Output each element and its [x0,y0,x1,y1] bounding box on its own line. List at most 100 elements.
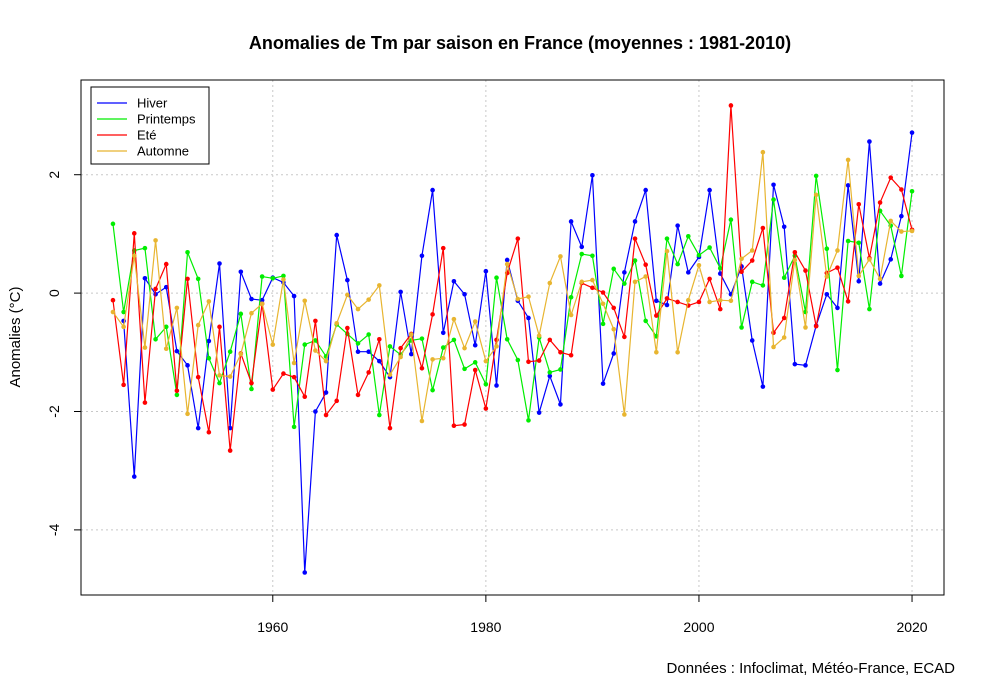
y-tick-label: -2 [46,405,62,418]
data-point [217,261,222,266]
data-point [760,225,766,231]
data-point [345,292,350,298]
data-point [472,342,478,348]
data-point [685,233,691,239]
data-point [803,325,808,330]
data-point [611,266,617,272]
data-point [771,182,776,188]
data-point [249,296,254,302]
data-point [600,290,606,295]
data-point [728,298,734,304]
data-point [387,425,393,431]
data-point [345,277,350,283]
data-point [291,424,297,430]
data-point [504,261,510,267]
data-point [227,349,233,355]
data-point [664,248,670,254]
data-point [451,337,457,343]
data-point [654,313,659,318]
data-point [206,299,212,304]
data-point [771,330,776,336]
data-point [611,305,617,311]
data-point [632,219,638,224]
data-point [835,248,840,253]
data-point [526,418,531,423]
data-point [302,570,308,575]
data-point [824,246,830,252]
data-point [856,278,862,284]
data-point [163,346,169,352]
data-point [440,355,446,361]
data-point [419,336,425,341]
data-point [877,200,883,205]
source-caption: Données : Infoclimat, Météo-France, ECAD [667,660,956,677]
data-point [739,269,744,275]
data-point [707,299,712,305]
data-point [685,297,691,303]
data-point [643,318,648,324]
data-point [430,187,435,193]
data-point [888,175,894,180]
data-point [813,323,819,329]
data-point [600,321,606,327]
data-point [142,245,148,251]
data-point [749,258,755,263]
data-point [472,360,478,365]
data-point [430,357,435,362]
data-point [430,387,435,393]
data-point [462,291,467,297]
data-point [334,398,340,404]
data-point [781,224,787,230]
data-point [206,338,212,344]
data-point [877,276,883,282]
data-point [227,374,233,379]
data-point [377,283,382,288]
data-point [377,358,382,364]
data-point [803,363,808,368]
data-point [206,429,212,435]
data-point [430,312,435,317]
data-point [163,284,169,290]
data-point [387,372,393,378]
data-point [110,221,116,227]
data-point [270,276,276,281]
data-point [185,363,190,368]
data-point [142,400,148,405]
data-point [302,342,308,347]
series-automne [110,149,915,424]
data-point [877,281,883,286]
data-point [153,238,158,243]
y-axis-label: Anomalies (°C) [7,286,24,387]
data-point [185,276,190,282]
data-point [440,345,446,350]
data-point [643,187,648,193]
data-point [238,311,244,317]
y-tick-label: 0 [46,289,62,297]
data-point [590,285,595,291]
data-point [377,412,382,418]
data-point [600,301,606,307]
data-point [717,271,723,276]
data-point [281,273,286,279]
data-point [547,280,553,286]
data-point [185,249,190,255]
data-point [867,257,872,262]
data-point [494,275,499,281]
data-point [334,232,340,238]
data-point [174,305,180,311]
data-point [121,382,126,388]
x-tick-label: 2020 [896,619,927,635]
data-point [291,360,297,366]
data-point [526,294,531,299]
data-point [313,338,318,343]
data-point [238,269,244,275]
data-point [632,279,638,285]
data-point [749,279,755,285]
data-point [536,410,542,415]
data-point [685,270,691,275]
data-point [888,257,894,262]
data-point [643,262,648,267]
legend-entry: Eté [137,128,157,143]
data-point [899,213,904,219]
series-line [112,152,913,422]
